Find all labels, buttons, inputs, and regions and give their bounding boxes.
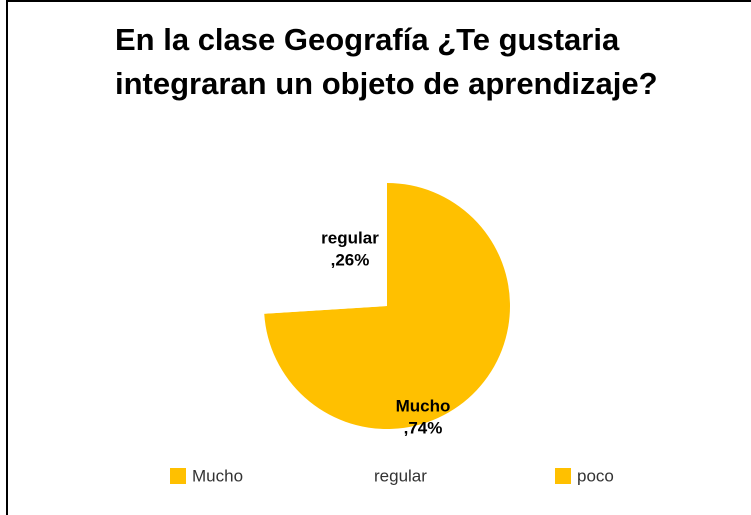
data-label: ,26% <box>331 250 370 269</box>
legend-label: regular <box>374 466 427 485</box>
pie-slice <box>264 183 510 429</box>
legend-label: poco <box>577 466 614 485</box>
frame <box>6 0 751 515</box>
data-label: ,74% <box>404 418 443 437</box>
legend-label: Mucho <box>192 466 243 485</box>
pie-slice <box>264 183 387 314</box>
chart-title: En la clase Geografía ¿Te gustaria integ… <box>115 22 658 101</box>
legend-swatch <box>555 468 571 484</box>
data-label-name: regular <box>321 228 379 247</box>
legend-swatch <box>352 468 368 484</box>
data-label-name: Mucho <box>396 396 451 415</box>
legend-swatch <box>170 468 186 484</box>
